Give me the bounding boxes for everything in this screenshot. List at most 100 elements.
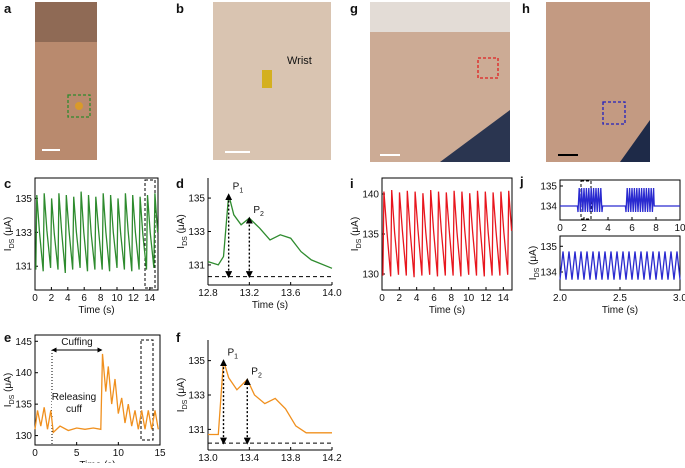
x-axis-label: Time (s) <box>78 305 114 316</box>
label-part: (μA) <box>3 217 14 239</box>
label-part: (μA) <box>350 217 361 239</box>
x-tick-label: 13.2 <box>240 288 260 299</box>
peak-label: P1 <box>233 182 244 195</box>
peak-label: P2 <box>253 205 264 218</box>
y-tick-label: 135 <box>362 230 379 241</box>
highlight-box <box>140 339 154 441</box>
x-tick-label: 12 <box>480 293 492 304</box>
x-tick-label: 10 <box>111 293 123 304</box>
y-tick-label: 133 <box>188 227 205 238</box>
label-bg <box>52 391 96 415</box>
x-tick-label: 12.8 <box>198 288 218 299</box>
x-tick-label: 2 <box>581 223 587 234</box>
photo-b <box>213 2 331 160</box>
x-tick-label: 6 <box>629 223 635 234</box>
x-tick-label: 10 <box>113 448 125 459</box>
subscript: 1 <box>239 188 243 195</box>
y-tick-label: 134 <box>540 202 557 213</box>
label-part: I <box>3 248 14 251</box>
x-tick-label: 6 <box>81 293 87 304</box>
x-tick-label: 8 <box>653 223 659 234</box>
x-tick-label: 13.4 <box>240 453 260 463</box>
subscript: DS <box>534 267 541 277</box>
panel-letter: e <box>4 330 11 345</box>
y-tick-label: 135 <box>540 242 557 253</box>
panel-letter: i <box>350 176 354 191</box>
data-line <box>208 360 332 436</box>
x-tick-label: 2 <box>397 293 403 304</box>
panel-letter: h <box>522 1 530 16</box>
x-tick-label: 13.8 <box>281 453 301 463</box>
y-tick-label: 131 <box>188 425 205 436</box>
y-tick-label: 133 <box>15 228 32 239</box>
x-tick-label: 0 <box>557 223 563 234</box>
y-tick-label: 135 <box>15 400 32 411</box>
y-axis-label: IDS (μA) <box>176 214 189 248</box>
y-axis-label: IDS (μA) <box>3 373 16 407</box>
label-part: I <box>176 409 187 412</box>
label-part: (μA) <box>176 214 187 236</box>
x-tick-label: 4 <box>605 223 611 234</box>
label-part: (μA) <box>176 378 187 400</box>
y-tick-label: 140 <box>15 368 32 379</box>
panel-letter: b <box>176 1 184 16</box>
x-tick-label: 2 <box>49 293 55 304</box>
x-tick-label: 14 <box>498 293 510 304</box>
subscript: DS <box>9 238 16 248</box>
y-tick-label: 135 <box>15 194 32 205</box>
subscript: DS <box>356 238 363 248</box>
y-axis-label: IDS (μA) <box>3 217 16 251</box>
x-tick-label: 4 <box>414 293 420 304</box>
y-tick-label: 131 <box>15 262 32 273</box>
label-part: I <box>176 246 187 249</box>
x-tick-label: 14 <box>144 293 156 304</box>
data-line <box>34 353 159 434</box>
photo-a <box>35 2 97 160</box>
axes-frame <box>559 179 681 221</box>
x-tick-label: 5 <box>74 448 80 459</box>
label-part: I <box>3 404 14 407</box>
y-tick-label: 130 <box>362 270 379 281</box>
panel-letter: j <box>519 174 524 189</box>
x-tick-label: 15 <box>154 448 166 459</box>
subscript: 2 <box>260 211 264 218</box>
y-tick-label: 133 <box>188 391 205 402</box>
x-axis-label: Time (s) <box>252 300 288 311</box>
y-axis-label: IDS (μA) <box>176 378 189 412</box>
data-line <box>560 187 680 213</box>
label-part: (μA) <box>3 373 14 395</box>
y-tick-label: 130 <box>15 431 32 442</box>
x-tick-label: 2.5 <box>613 293 627 304</box>
x-tick-label: 14.2 <box>322 453 342 463</box>
y-tick-label: 134 <box>540 268 557 279</box>
x-tick-label: 13.0 <box>198 453 218 463</box>
label-part: P <box>253 205 260 216</box>
x-axis-label: Time (s) <box>602 305 638 316</box>
photo-annotation: Wrist <box>287 55 312 67</box>
data-line <box>559 251 681 280</box>
x-tick-label: 14.0 <box>322 288 342 299</box>
y-tick-label: 131 <box>188 260 205 271</box>
peak-label: P2 <box>251 367 262 380</box>
panel-letter: f <box>176 330 181 345</box>
x-tick-label: 2.0 <box>553 293 567 304</box>
annotation: Cuffing <box>61 337 93 348</box>
axes-frame <box>34 177 159 291</box>
x-tick-label: 3.0 <box>673 293 685 304</box>
y-tick-label: 135 <box>188 194 205 205</box>
y-tick-label: 145 <box>15 337 32 348</box>
x-tick-label: 0 <box>379 293 385 304</box>
x-tick-label: 8 <box>98 293 104 304</box>
data-line <box>35 191 159 274</box>
y-tick-label: 140 <box>362 190 379 201</box>
label-part: I <box>528 277 539 280</box>
y-axis-label: IDS (μA) <box>350 217 363 251</box>
x-tick-label: 6 <box>431 293 437 304</box>
x-tick-label: 10 <box>674 223 685 234</box>
data-line <box>207 194 333 269</box>
subscript: DS <box>182 399 189 409</box>
label-part: P <box>251 367 258 378</box>
panel-letter: a <box>4 1 12 16</box>
panel-letter: c <box>4 176 11 191</box>
